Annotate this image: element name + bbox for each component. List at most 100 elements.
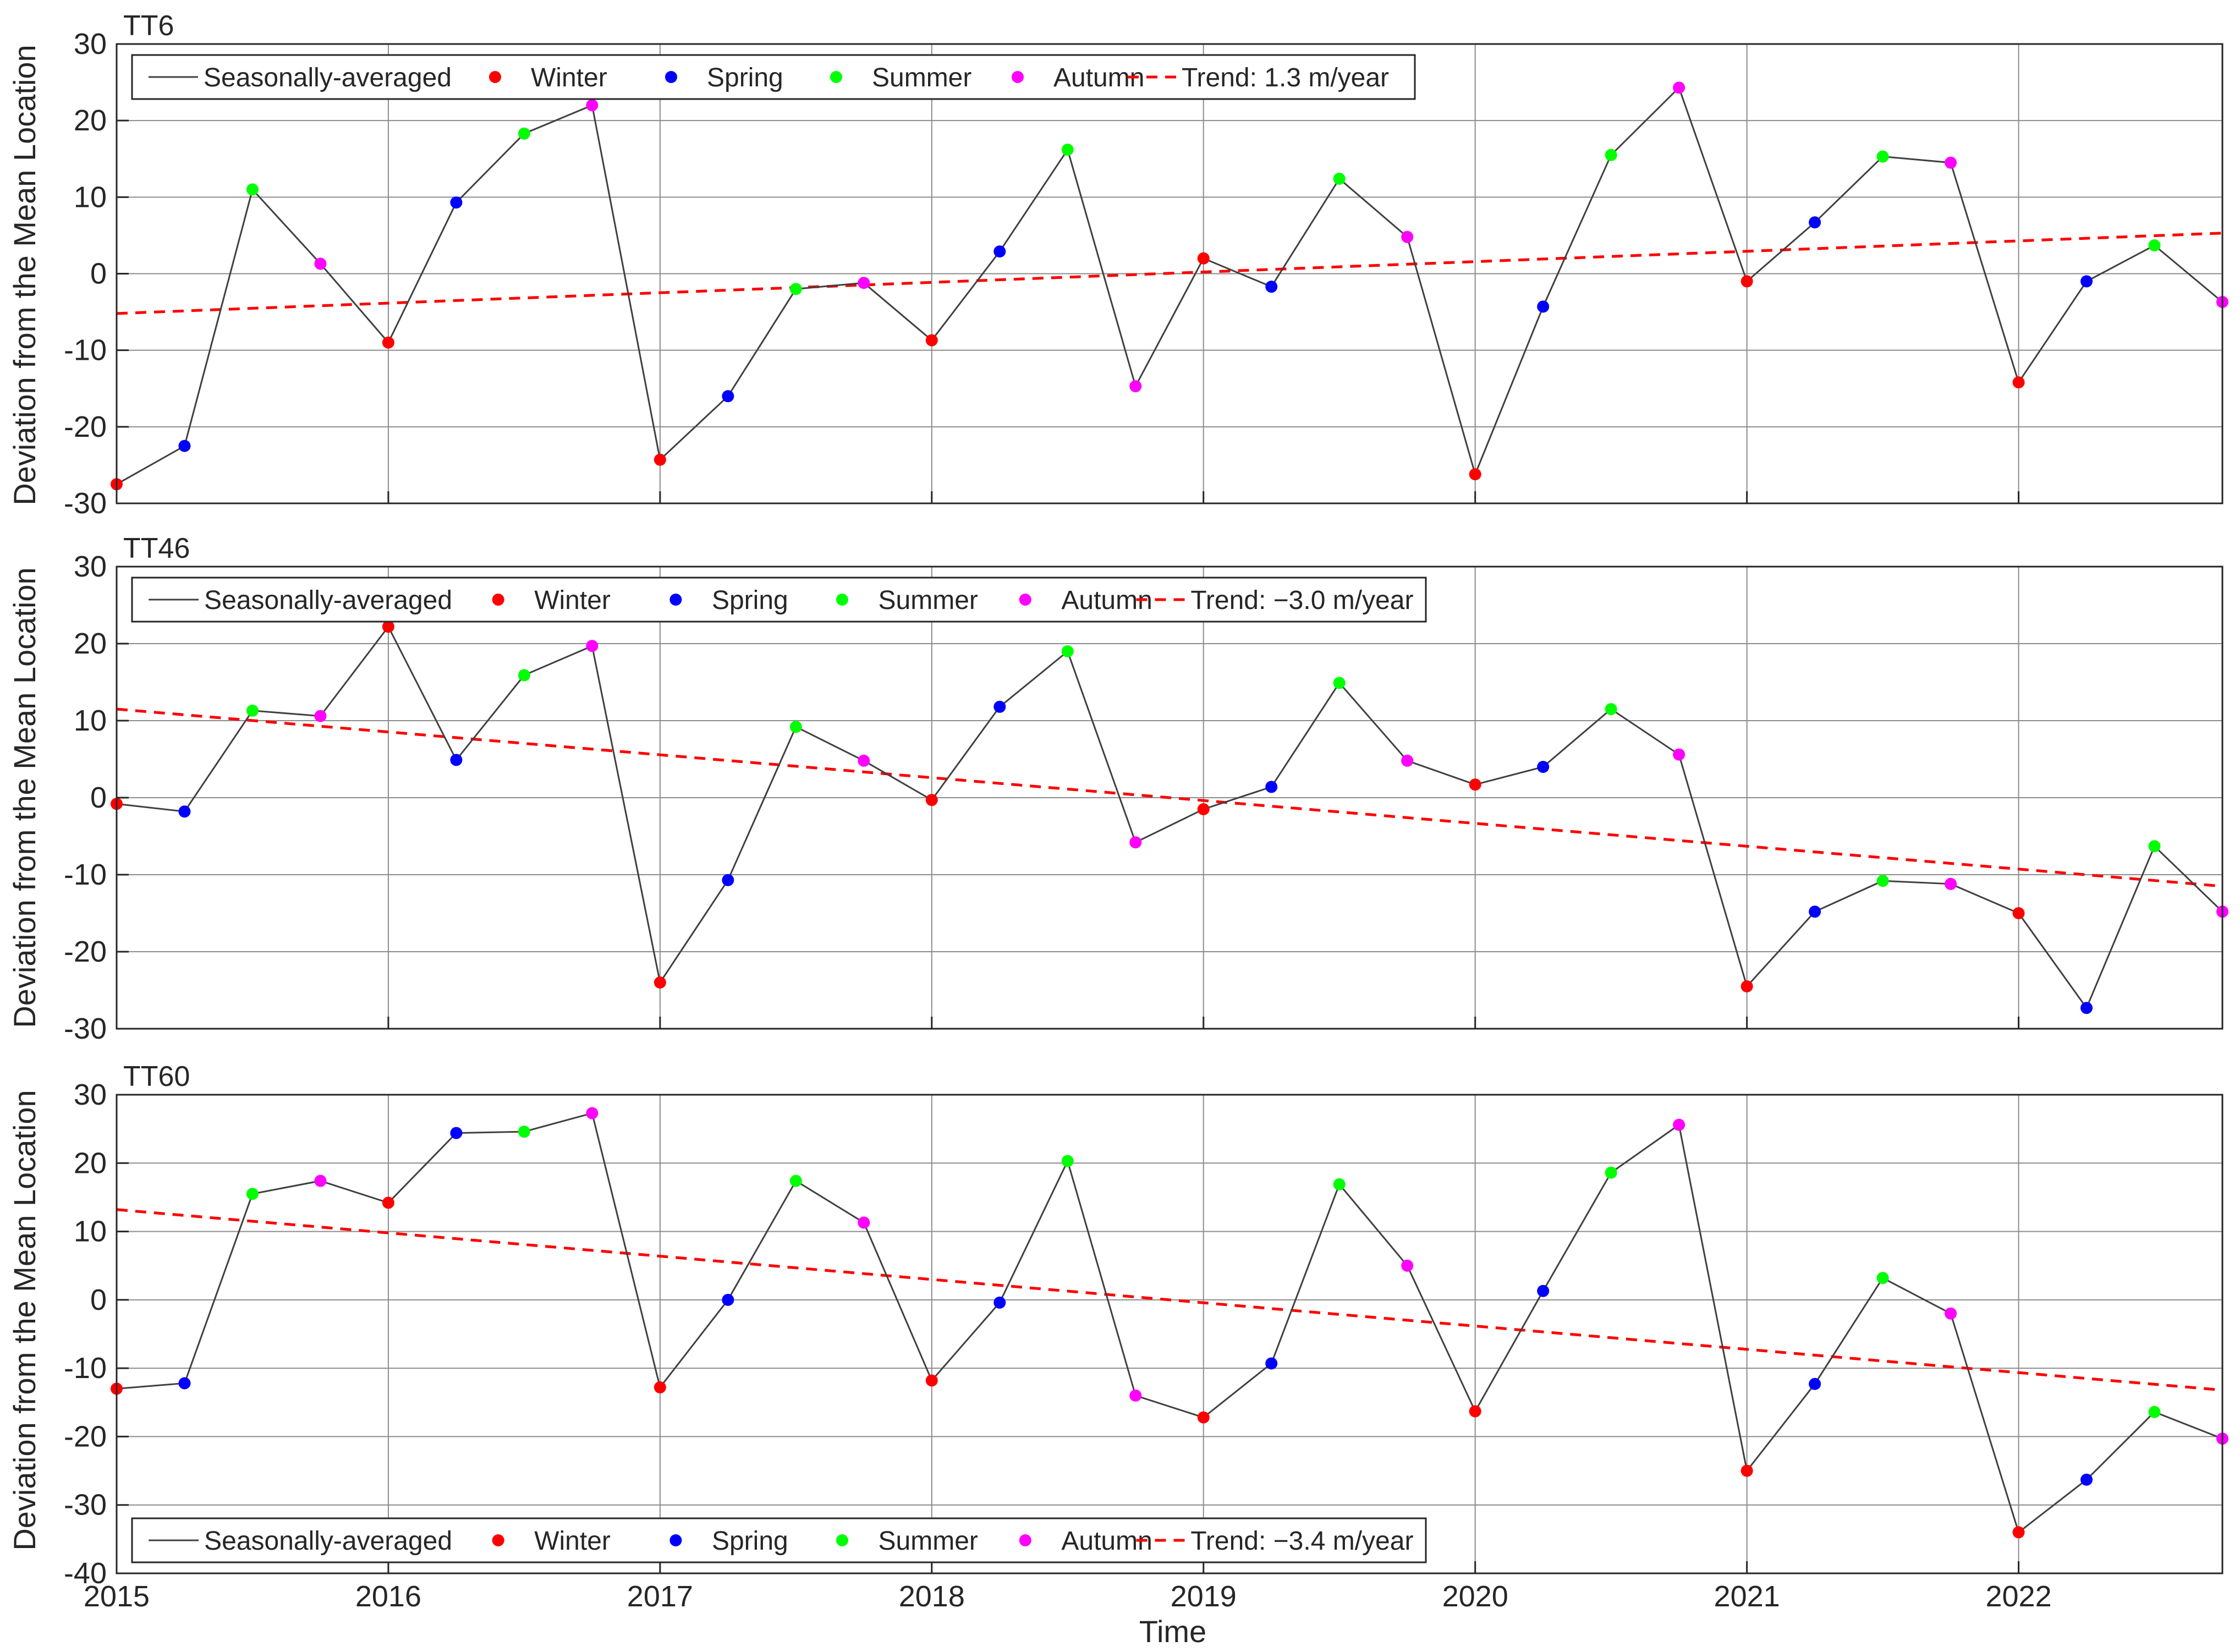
legend-marker-autumn: [1019, 594, 1031, 606]
y-tick-label: -20: [64, 935, 107, 968]
x-tick-label: 2021: [1714, 1580, 1780, 1613]
point-spring: [993, 245, 1006, 258]
legend-label: Seasonally-averaged: [204, 1527, 452, 1556]
point-summer: [1333, 677, 1346, 689]
point-summer: [2148, 840, 2161, 853]
point-summer: [246, 183, 259, 196]
point-winter: [1469, 1405, 1481, 1418]
point-winter: [1197, 252, 1210, 265]
point-spring: [722, 874, 734, 886]
point-spring: [722, 1293, 734, 1306]
point-summer: [1333, 172, 1346, 185]
y-tick-label: 10: [74, 180, 107, 213]
point-spring: [450, 196, 463, 209]
point-autumn: [1401, 754, 1414, 767]
legend: Seasonally-averaged Winter Spring Summer Aut…: [131, 577, 1427, 623]
point-winter: [382, 621, 394, 633]
point-spring: [1265, 281, 1278, 293]
y-tick-label: -30: [64, 1012, 107, 1045]
point-winter: [925, 1374, 938, 1387]
point-summer: [1061, 144, 1074, 156]
y-tick-label: -30: [64, 487, 107, 520]
legend-marker-spring: [669, 1534, 682, 1546]
point-autumn: [586, 1107, 599, 1119]
x-tick-label: 2022: [1985, 1580, 2051, 1613]
y-tick-label: -20: [64, 410, 107, 443]
point-winter: [1197, 1411, 1210, 1424]
legend-marker-winter: [492, 1534, 504, 1546]
y-tick-label: 0: [90, 257, 107, 290]
legend-label: Trend: −3.0 m/year: [1190, 586, 1413, 615]
series-line: [116, 625, 2223, 1010]
y-tick-label: -20: [64, 1420, 107, 1453]
x-axis-label: Time: [1139, 1614, 1206, 1649]
point-winter: [1741, 1464, 1753, 1477]
point-autumn: [1945, 1307, 1957, 1320]
panel-1: -30 -20 -10 0 10 20 30 TT6 Seasonally-averaged Wi…: [64, 10, 2228, 520]
legend-marker-spring: [669, 594, 682, 606]
legend-marker-summer: [830, 71, 842, 83]
y-tick-label: 30: [74, 550, 107, 583]
trend-line: [116, 232, 2223, 315]
point-autumn: [314, 257, 327, 270]
y-tick-label: 20: [74, 104, 107, 137]
legend-label: Spring: [707, 63, 783, 92]
point-spring: [178, 440, 191, 452]
x-tick-label: 2018: [899, 1580, 965, 1613]
point-winter: [382, 1197, 394, 1209]
point-summer: [1061, 1155, 1074, 1167]
x-tick-label: 2016: [355, 1580, 421, 1613]
y-tick-label: 10: [74, 1215, 107, 1248]
legend-marker-autumn: [1012, 71, 1024, 83]
point-autumn: [858, 1216, 870, 1229]
point-autumn: [1673, 748, 1686, 761]
point-summer: [1605, 703, 1617, 715]
point-spring: [2080, 1473, 2093, 1486]
point-winter: [654, 453, 666, 466]
trend-line: [116, 707, 2223, 888]
point-summer: [2148, 1406, 2161, 1418]
panel-2: -30 -20 -10 0 10 20 30 TT46 Seasonally-averaged W…: [64, 533, 2228, 1045]
legend-marker-summer: [836, 1534, 848, 1546]
point-summer: [1333, 1178, 1346, 1190]
legend-marker-winter: [489, 71, 501, 83]
point-autumn: [1129, 1389, 1142, 1402]
point-winter: [382, 336, 394, 349]
legend: Seasonally-averaged Winter Spring Summer Aut…: [131, 1517, 1427, 1563]
legend-label: Summer: [879, 586, 978, 615]
point-summer: [1876, 150, 1889, 163]
legend-label: Seasonally-averaged: [204, 63, 452, 92]
y-axis-label: Deviation from the Mean Location: [7, 45, 42, 505]
point-winter: [654, 976, 666, 989]
point-summer: [1605, 149, 1617, 161]
legend-marker-autumn: [1019, 1534, 1031, 1546]
legend-box: [131, 1517, 1427, 1563]
plot-area: [117, 1095, 2222, 1573]
y-tick-label: 30: [74, 28, 107, 61]
point-summer: [1876, 875, 1889, 887]
y-tick-label: -10: [64, 334, 107, 367]
point-winter: [1469, 778, 1481, 791]
legend: Seasonally-averaged Winter Spring Summer Aut…: [131, 54, 1416, 100]
point-winter: [1741, 275, 1753, 288]
legend-label: Summer: [879, 1527, 978, 1556]
point-autumn: [586, 99, 599, 112]
point-spring: [1537, 761, 1550, 773]
point-spring: [1537, 1285, 1550, 1297]
point-summer: [1061, 645, 1074, 657]
point-winter: [2012, 376, 2025, 389]
y-tick-label: 30: [74, 1078, 107, 1111]
legend-box: [131, 54, 1416, 100]
point-summer: [789, 283, 802, 295]
point-summer: [518, 127, 530, 140]
point-spring: [450, 754, 463, 766]
point-spring: [1809, 216, 1821, 229]
y-tick-label: 20: [74, 1146, 107, 1179]
point-autumn: [1129, 836, 1142, 849]
point-summer: [246, 704, 259, 717]
point-winter: [1197, 803, 1210, 815]
legend-label: Winter: [534, 1527, 611, 1556]
legend-label: Trend: 1.3 m/year: [1182, 63, 1389, 92]
axes-box: [116, 1094, 2223, 1574]
x-tick-label: 2019: [1171, 1580, 1237, 1613]
